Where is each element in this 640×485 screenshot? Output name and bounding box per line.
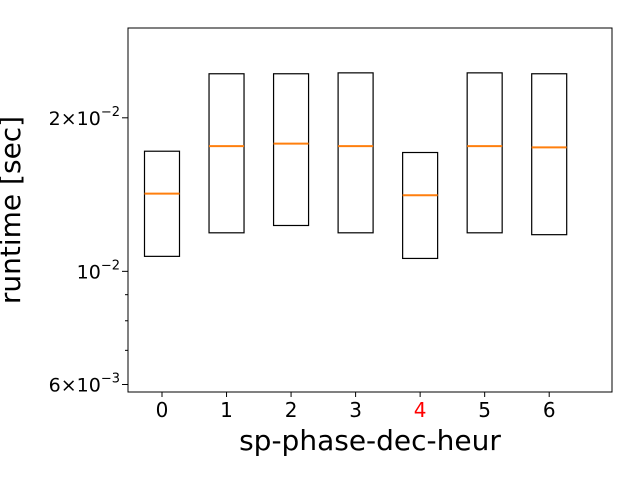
box-body	[143, 150, 181, 257]
box-2	[272, 73, 310, 227]
box-6	[531, 73, 568, 236]
x-tick-label: 4	[414, 398, 427, 422]
box-body	[531, 73, 568, 236]
plot-frame	[127, 27, 613, 393]
box-0	[143, 150, 181, 257]
box-body	[466, 72, 503, 234]
x-tick-label: 5	[478, 398, 491, 422]
box-1	[208, 73, 245, 234]
x-tick-label: 6	[543, 398, 556, 422]
box-body	[208, 73, 245, 234]
x-axis-label: sp-phase-dec-heur	[239, 424, 501, 457]
x-tick-label: 2	[285, 398, 298, 422]
boxes-layer	[143, 72, 568, 260]
x-tick-label: 3	[349, 398, 362, 422]
box-5	[466, 72, 503, 234]
box-body	[402, 151, 439, 260]
x-tick-label: 0	[156, 398, 169, 422]
box-4	[402, 151, 439, 260]
x-tick-label: 1	[220, 398, 233, 422]
axes-layer: 0 1 2 3 4 5 6 6×10−3 10−2 2×10−2	[49, 27, 613, 422]
box-body	[272, 73, 310, 227]
y-tick-label: 2×10−2	[49, 105, 120, 130]
y-axis-label: runtime [sec]	[0, 116, 27, 304]
y-tick-label: 10−2	[77, 258, 120, 283]
y-tick-label: 6×10−3	[49, 371, 120, 396]
box-3	[337, 72, 374, 234]
box-body	[337, 72, 374, 234]
